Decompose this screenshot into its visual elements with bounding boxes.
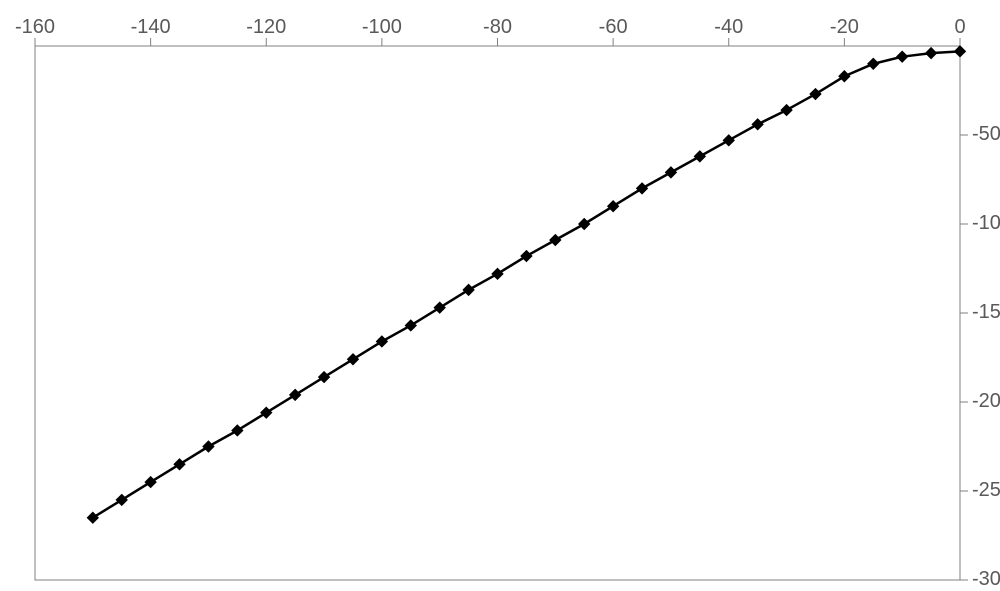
y-tick-label: -50: [972, 123, 1000, 146]
x-tick-label: 0: [930, 16, 990, 39]
x-tick-label: -60: [583, 16, 643, 39]
y-tick-label: -250: [972, 479, 1000, 502]
y-tick-label: -150: [972, 301, 1000, 324]
x-tick-label: -160: [5, 16, 65, 39]
chart-svg: [0, 0, 1000, 591]
y-tick-label: -200: [972, 390, 1000, 413]
x-tick-label: -40: [699, 16, 759, 39]
x-tick-label: -80: [468, 16, 528, 39]
x-tick-label: -120: [236, 16, 296, 39]
chart-container: -160-140-120-100-80-60-40-200-50-100-150…: [0, 0, 1000, 591]
y-tick-label: -300: [972, 568, 1000, 591]
y-tick-label: -100: [972, 212, 1000, 235]
plot-border: [35, 46, 960, 580]
x-tick-label: -20: [814, 16, 874, 39]
x-tick-label: -140: [121, 16, 181, 39]
x-tick-label: -100: [352, 16, 412, 39]
